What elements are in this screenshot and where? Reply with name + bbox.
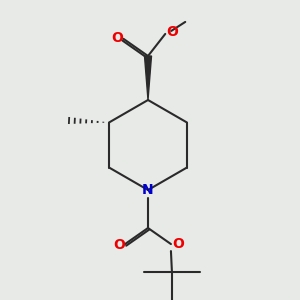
Text: O: O — [113, 238, 125, 252]
Text: N: N — [142, 183, 154, 197]
Text: O: O — [172, 237, 184, 251]
Text: O: O — [112, 31, 123, 45]
Text: O: O — [166, 25, 178, 39]
Polygon shape — [145, 56, 152, 100]
